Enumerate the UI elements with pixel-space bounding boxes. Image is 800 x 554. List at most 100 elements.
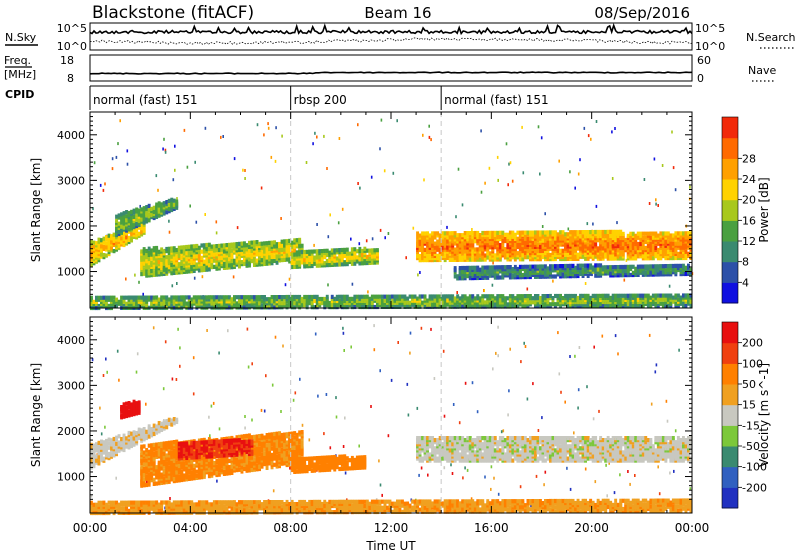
- heatmap-cell: [604, 293, 608, 298]
- heatmap-cell: [340, 247, 344, 253]
- heatmap-cell: [157, 297, 161, 302]
- heatmap-cell: [592, 417, 595, 421]
- heatmap-cell: [284, 283, 287, 287]
- heatmap-cell: [343, 349, 345, 352]
- heatmap-cell: [197, 299, 201, 304]
- heatmap-cell: [557, 331, 559, 335]
- heatmap-cell: [95, 241, 98, 246]
- heatmap-cell: [431, 302, 435, 307]
- heatmap-cell: [167, 246, 171, 251]
- heatmap-cell: [639, 241, 643, 247]
- heatmap-cell: [233, 242, 236, 247]
- heatmap-cell: [295, 294, 299, 300]
- heatmap-cell: [210, 295, 214, 300]
- heatmap-cell: [636, 241, 640, 247]
- heatmap-cell: [659, 293, 663, 298]
- heatmap-cell: [483, 300, 487, 305]
- heatmap-cell: [100, 432, 103, 436]
- heatmap-cell: [107, 245, 111, 251]
- heatmap-cell: [216, 479, 218, 483]
- heatmap-cell: [421, 300, 425, 305]
- heatmap-cell: [661, 233, 665, 238]
- heatmap-cell: [641, 250, 645, 255]
- heatmap-cell: [496, 155, 499, 159]
- heatmap-cell: [498, 294, 502, 299]
- heatmap-cell: [152, 295, 156, 300]
- heatmap-cell: [155, 252, 159, 257]
- heatmap-cell: [614, 252, 618, 257]
- heatmap-cell: [574, 293, 578, 299]
- heatmap-cell: [127, 401, 131, 406]
- heatmap-cell: [536, 264, 540, 269]
- heatmap-cell: [591, 265, 595, 270]
- heatmap-cell: [458, 296, 462, 301]
- heatmap-cell: [242, 168, 244, 172]
- heatmap-cell: [192, 392, 195, 396]
- heatmap-cell: [539, 234, 542, 239]
- heatmap-cell: [140, 428, 144, 433]
- heatmap-cell: [505, 142, 508, 146]
- heatmap-cell: [160, 249, 164, 254]
- heatmap-cell: [497, 492, 500, 496]
- heatmap-cell: [115, 441, 119, 446]
- heatmap-cell: [157, 201, 161, 206]
- heatmap-cell: [212, 301, 216, 306]
- heatmap-cell: [327, 283, 329, 287]
- heatmap-cell: [335, 415, 338, 419]
- heatmap-cell: [235, 301, 239, 306]
- heatmap-cell: [145, 273, 149, 278]
- heatmap-cell: [200, 255, 204, 260]
- heatmap-cell: [412, 226, 415, 230]
- heatmap-cell: [511, 179, 514, 183]
- heatmap-cell: [443, 253, 447, 258]
- heatmap-cell: [531, 251, 535, 256]
- heatmap-cell: [584, 282, 587, 285]
- heatmap-cell: [210, 404, 213, 408]
- heatmap-cell: [195, 250, 199, 255]
- power-background: [90, 112, 692, 308]
- heatmap-cell: [105, 357, 107, 361]
- heatmap-cell: [335, 262, 339, 267]
- heatmap-cell: [157, 303, 161, 308]
- heatmap-cell: [664, 231, 668, 236]
- heatmap-cell: [521, 247, 525, 252]
- heatmap-cell: [448, 231, 452, 236]
- heatmap-cell: [343, 247, 347, 252]
- heatmap-cell: [491, 294, 495, 299]
- heatmap-cell: [370, 304, 374, 310]
- heatmap-cell: [521, 294, 525, 299]
- heatmap-cell: [125, 405, 129, 410]
- heatmap-cell: [523, 255, 527, 260]
- heatmap-cell: [595, 120, 598, 123]
- heatmap-cell: [476, 253, 480, 258]
- heatmap-cell: [687, 239, 690, 244]
- heatmap-cell: [604, 252, 608, 257]
- heatmap-cell: [205, 249, 209, 254]
- heatmap-cell: [584, 467, 587, 471]
- heatmap-cell: [496, 294, 500, 299]
- heatmap-cell: [502, 429, 505, 433]
- heatmap-cell: [164, 506, 166, 510]
- heatmap-cell: [195, 254, 199, 259]
- heatmap-cell: [466, 237, 470, 242]
- heatmap-cell: [117, 229, 121, 234]
- heatmap-cell: [295, 260, 299, 265]
- heatmap-cell: [473, 247, 477, 252]
- heatmap-cell: [554, 238, 557, 243]
- heatmap-cell: [446, 225, 448, 229]
- heatmap-cell: [599, 252, 603, 257]
- heatmap-cell: [212, 258, 216, 263]
- heatmap-cell: [363, 259, 367, 264]
- heatmap-cell: [115, 297, 119, 302]
- heatmap-cell: [455, 215, 457, 219]
- heatmap-cell: [167, 297, 171, 302]
- heatmap-cell: [534, 230, 537, 235]
- heatmap-cell: [614, 248, 618, 253]
- heatmap-cell: [619, 264, 623, 270]
- heatmap-cell: [559, 230, 563, 235]
- heatmap-cell: [655, 198, 657, 202]
- heatmap-cell: [348, 251, 352, 256]
- heatmap-cell: [155, 424, 159, 429]
- heatmap-cell: [571, 248, 575, 253]
- heatmap-cell: [539, 296, 542, 301]
